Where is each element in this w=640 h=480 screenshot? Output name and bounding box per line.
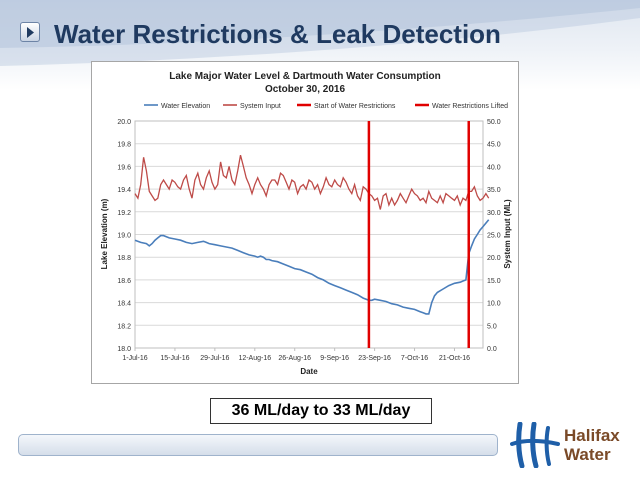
- y-axis-label: Lake Elevation (m): [100, 198, 109, 269]
- series-line-water-elevation: [134, 219, 490, 315]
- y-tick-label: 20.0: [117, 119, 131, 126]
- chart-legend: Water Elevation System Input Start of Wate…: [144, 103, 508, 110]
- y-tick-label: 19.0: [117, 233, 131, 240]
- y-tick-label: 18.6: [117, 278, 131, 285]
- legend-label: Water Restrictions Lifted: [432, 103, 508, 110]
- halifax-water-logo-icon: [510, 422, 560, 468]
- y2-axis-ticks: 0.0 5.0 10.0 15.0 20.0 25.0 30.0 35.0 40.0 45.0 50…: [487, 119, 501, 353]
- consumption-caption: 36 ML/day to 33 ML/day: [210, 398, 432, 424]
- y-tick-label: 18.4: [117, 301, 131, 308]
- y-tick-label: 18.2: [117, 323, 131, 330]
- y2-tick-label: 5.0: [487, 323, 497, 330]
- y-tick-label: 19.2: [117, 210, 131, 217]
- y2-tick-label: 20.0: [487, 255, 501, 262]
- y2-tick-label: 35.0: [487, 187, 501, 194]
- chart-frame: Lake Major Water Level & Dartmouth Water…: [91, 61, 519, 384]
- logo-text-line2: Water: [564, 445, 611, 464]
- chart-title: Lake Major Water Level & Dartmouth Water…: [169, 71, 441, 82]
- x-tick-label: 7-Oct-16: [401, 355, 428, 362]
- legend-label: System Input: [240, 103, 281, 110]
- plot-area-border: [134, 120, 484, 349]
- y-tick-label: 18.8: [117, 255, 131, 262]
- x-tick-label: 15-Jul-16: [160, 355, 189, 362]
- chart-gridlines: [135, 120, 483, 349]
- y-tick-label: 19.8: [117, 142, 131, 149]
- lake-level-consumption-chart: Lake Major Water Level & Dartmouth Water…: [100, 71, 512, 376]
- y-tick-label: 19.6: [117, 164, 131, 171]
- x-axis-ticks: 1-Jul-16 15-Jul-16 29-Jul-16 12-Aug-16 26-Au…: [122, 348, 470, 362]
- y-tick-label: 18.0: [117, 346, 131, 353]
- y2-tick-label: 30.0: [487, 210, 501, 217]
- legend-label: Start of Water Restrictions: [314, 103, 396, 110]
- logo-text-line1: Halifax: [564, 426, 620, 445]
- y2-tick-label: 15.0: [487, 278, 501, 285]
- nav-play-button[interactable]: [20, 22, 40, 42]
- slide-title: Water Restrictions & Leak Detection: [54, 19, 501, 49]
- play-triangle-icon: [27, 27, 34, 38]
- x-tick-label: 21-Oct-16: [439, 355, 470, 362]
- y2-tick-label: 10.0: [487, 301, 501, 308]
- chart-subtitle: October 30, 2016: [265, 84, 345, 95]
- x-axis-label: Date: [300, 367, 318, 376]
- y2-tick-label: 45.0: [487, 142, 501, 149]
- y2-axis-label: System Input (ML): [503, 199, 512, 269]
- x-tick-label: 12-Aug-16: [238, 355, 271, 362]
- footer-bar: [18, 434, 498, 456]
- x-tick-label: 1-Jul-16: [122, 355, 147, 362]
- chart-series: [134, 121, 490, 348]
- y2-tick-label: 0.0: [487, 346, 497, 353]
- legend-label: Water Elevation: [161, 103, 210, 110]
- y2-tick-label: 40.0: [487, 164, 501, 171]
- x-tick-label: 9-Sep-16: [320, 355, 349, 362]
- y2-tick-label: 50.0: [487, 119, 501, 126]
- x-tick-label: 23-Sep-16: [358, 355, 391, 362]
- header-swoosh-decoration: [0, 0, 640, 66]
- series-line-system-input: [134, 154, 490, 210]
- y-tick-label: 19.4: [117, 187, 131, 194]
- x-tick-label: 26-Aug-16: [278, 355, 311, 362]
- y2-tick-label: 25.0: [487, 233, 501, 240]
- halifax-water-logo: Halifax Water: [510, 422, 634, 470]
- x-tick-label: 29-Jul-16: [200, 355, 229, 362]
- logo-text: Halifax Water: [564, 426, 620, 464]
- y-axis-ticks: 18.0 18.2 18.4 18.6 18.8 19.0 19.2 19.4 19.6 19.8…: [117, 119, 131, 353]
